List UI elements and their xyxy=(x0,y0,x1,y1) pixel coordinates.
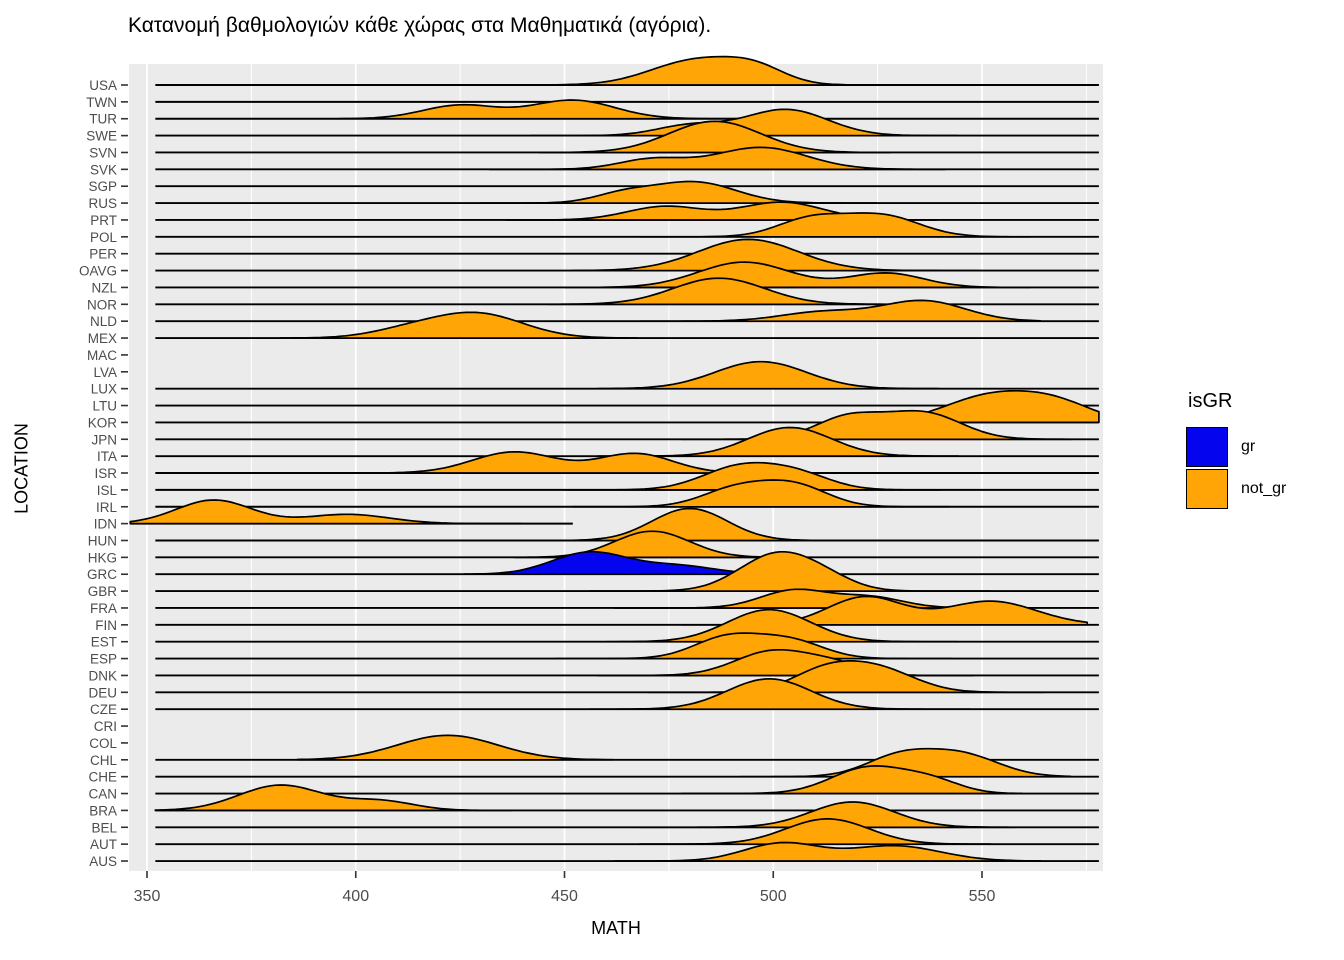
y-tick-label-USA: USA xyxy=(89,78,117,93)
legend-label-gr: gr xyxy=(1241,438,1256,455)
ridge-curve-ESP xyxy=(555,632,953,660)
y-tick-label-PRT: PRT xyxy=(90,213,117,228)
y-tick-label-POL: POL xyxy=(90,230,118,245)
ridge-curve-OAVG xyxy=(571,238,980,272)
y-tick-label-KOR: KOR xyxy=(88,415,118,430)
y-tick-label-SGP: SGP xyxy=(88,179,117,194)
ridge-curve-TUR xyxy=(338,99,741,120)
y-tick-label-LVA: LVA xyxy=(93,365,117,380)
ridge-curve-IRL xyxy=(571,479,950,508)
y-tick-label-RUS: RUS xyxy=(88,196,117,211)
ridge-curve-NLD xyxy=(638,299,1042,323)
ridge-curve-SWE xyxy=(530,108,958,137)
y-tick-label-DEU: DEU xyxy=(88,685,117,700)
ridge-curve-CHE xyxy=(739,747,1072,778)
y-tick-label-DNK: DNK xyxy=(88,668,117,683)
ridge-curve-HKG xyxy=(513,530,796,559)
y-tick-label-ISR: ISR xyxy=(94,466,117,481)
y-tick-label-TWN: TWN xyxy=(86,95,117,110)
ridge-curve-AUS xyxy=(613,841,1042,862)
y-tick-label-NOR: NOR xyxy=(87,297,117,312)
ridge-curve-LUX xyxy=(597,360,940,390)
y-tick-label-LUX: LUX xyxy=(91,382,117,397)
legend-item-not-gr: not_gr xyxy=(1186,469,1286,509)
y-tick-label-CHL: CHL xyxy=(90,753,117,768)
y-tick-label-GRC: GRC xyxy=(87,567,117,582)
y-tick-label-GBR: GBR xyxy=(88,584,118,599)
chart-title: Κατανομή βαθμολογιών κάθε χώρας στα Μαθη… xyxy=(128,14,712,37)
ridge-curve-MEX xyxy=(279,311,638,339)
y-tick-label-JPN: JPN xyxy=(91,432,117,447)
ridge-curve-USA xyxy=(505,55,883,86)
ridge-curve-DNK xyxy=(597,648,975,677)
x-axis-title: MATH xyxy=(591,918,641,938)
y-tick-label-LTU: LTU xyxy=(92,399,117,414)
y-tick-label-HUN: HUN xyxy=(88,533,117,548)
y-tick-label-AUT: AUT xyxy=(90,837,117,852)
y-tick-label-ESP: ESP xyxy=(90,652,117,667)
y-tick-label-MAC: MAC xyxy=(87,348,117,363)
y-tick-label-ISL: ISL xyxy=(97,483,118,498)
y-tick-label-TUR: TUR xyxy=(89,112,117,127)
x-tick-label-550: 550 xyxy=(969,888,996,905)
ridge-curve-ISL xyxy=(563,461,942,491)
y-tick-label-SVK: SVK xyxy=(90,162,117,177)
ridge-curve-HUN xyxy=(530,507,858,542)
ridge-curve-CAN xyxy=(680,765,1023,795)
ridge-curve-SVN xyxy=(538,120,891,154)
y-tick-label-SVN: SVN xyxy=(89,145,117,160)
y-tick-label-BRA: BRA xyxy=(89,803,117,818)
y-tick-label-IDN: IDN xyxy=(94,517,117,532)
legend-label-not-gr: not_gr xyxy=(1241,480,1287,497)
ridge-curve-IDN xyxy=(129,499,522,525)
ridge-curve-GRC xyxy=(463,550,771,576)
y-tick-label-NZL: NZL xyxy=(91,280,117,295)
y-tick-label-OAVG: OAVG xyxy=(79,264,117,279)
ridge-curve-CZE xyxy=(588,677,972,711)
legend-title: isGR xyxy=(1188,390,1233,412)
ridge-curve-POL xyxy=(638,212,1032,238)
ridge-curve-EST xyxy=(605,608,958,643)
y-tick-label-FIN: FIN xyxy=(95,618,117,633)
y-tick-label-PER: PER xyxy=(89,247,117,262)
ridge-curve-SVK xyxy=(488,146,947,171)
ridge-curve-CHL xyxy=(296,734,614,761)
ridge-curve-GBR xyxy=(588,550,992,592)
y-tick-label-SWE: SWE xyxy=(86,129,117,144)
y-tick-label-MEX: MEX xyxy=(88,331,117,346)
y-tick-label-BEL: BEL xyxy=(91,820,117,835)
y-tick-label-CRI: CRI xyxy=(94,719,117,734)
y-tick-label-AUS: AUS xyxy=(89,854,117,869)
y-tick-label-IRL: IRL xyxy=(96,500,118,515)
legend-item-gr: gr xyxy=(1186,427,1286,467)
y-tick-label-CHE: CHE xyxy=(88,770,117,785)
ridge-curve-DEU xyxy=(647,659,1045,694)
ridge-curve-BRA xyxy=(154,784,512,812)
x-tick-label-500: 500 xyxy=(760,888,787,905)
ridge-curve-RUS xyxy=(480,180,878,204)
y-tick-label-ITA: ITA xyxy=(97,449,117,464)
ridge-curve-NOR xyxy=(546,277,930,306)
ridge-curve-ITA xyxy=(597,426,960,457)
y-tick-label-FRA: FRA xyxy=(90,601,117,616)
y-tick-label-HKG: HKG xyxy=(88,550,117,565)
x-tick-label-450: 450 xyxy=(551,888,578,905)
x-tick-label-350: 350 xyxy=(134,888,161,905)
y-tick-label-NLD: NLD xyxy=(90,314,117,329)
y-tick-label-CAN: CAN xyxy=(88,787,117,802)
legend: isGR gr not_gr xyxy=(1186,390,1286,511)
ridge-curve-BEL xyxy=(638,801,1017,829)
y-tick-label-EST: EST xyxy=(91,635,117,650)
x-tick-label-400: 400 xyxy=(342,888,369,905)
y-tick-label-COL: COL xyxy=(89,736,117,751)
ridge-curve-NZL xyxy=(563,261,1032,289)
ridge-curve-AUT xyxy=(638,818,992,846)
legend-swatch-not-gr-icon xyxy=(1186,469,1228,509)
legend-swatch-gr-icon xyxy=(1186,427,1228,467)
y-tick-label-CZE: CZE xyxy=(90,702,117,717)
